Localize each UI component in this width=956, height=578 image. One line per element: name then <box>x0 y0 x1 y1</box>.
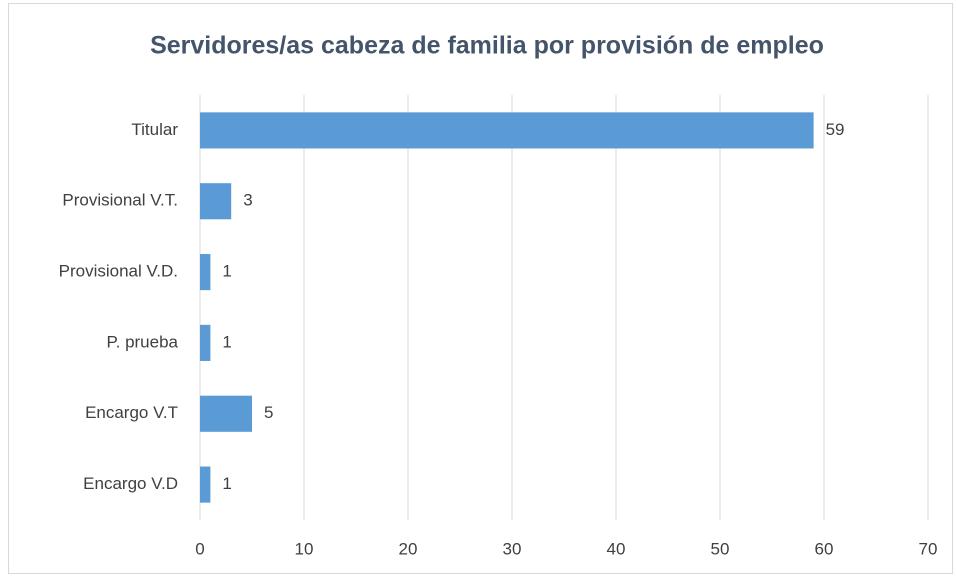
data-label: 59 <box>826 120 845 139</box>
x-tick-label: 40 <box>607 539 626 558</box>
bar <box>200 324 211 361</box>
chart-border <box>8 3 953 574</box>
y-tick-label: Provisional V.D. <box>59 262 178 281</box>
data-label: 1 <box>222 474 231 493</box>
y-tick-label: Titular <box>131 120 178 139</box>
x-tick-label: 10 <box>295 539 314 558</box>
x-tick-label: 20 <box>399 539 418 558</box>
bar <box>200 254 211 291</box>
bar <box>200 395 252 432</box>
y-tick-label: P. prueba <box>106 332 178 351</box>
x-tick-label: 30 <box>503 539 522 558</box>
chart-title: Servidores/as cabeza de familia por prov… <box>150 32 824 60</box>
y-tick-label: Provisional V.T. <box>62 191 178 210</box>
data-label: 3 <box>243 191 252 210</box>
x-tick-label: 50 <box>711 539 730 558</box>
data-label: 1 <box>222 332 231 351</box>
bar <box>200 112 814 149</box>
x-tick-label: 60 <box>815 539 834 558</box>
bar <box>200 183 232 220</box>
data-label: 5 <box>264 403 273 422</box>
y-tick-label: Encargo V.T <box>85 403 178 422</box>
x-tick-label: 70 <box>919 539 938 558</box>
bar <box>200 466 211 503</box>
y-tick-label: Encargo V.D <box>83 474 178 493</box>
x-tick-label: 0 <box>195 539 204 558</box>
data-label: 1 <box>222 262 231 281</box>
